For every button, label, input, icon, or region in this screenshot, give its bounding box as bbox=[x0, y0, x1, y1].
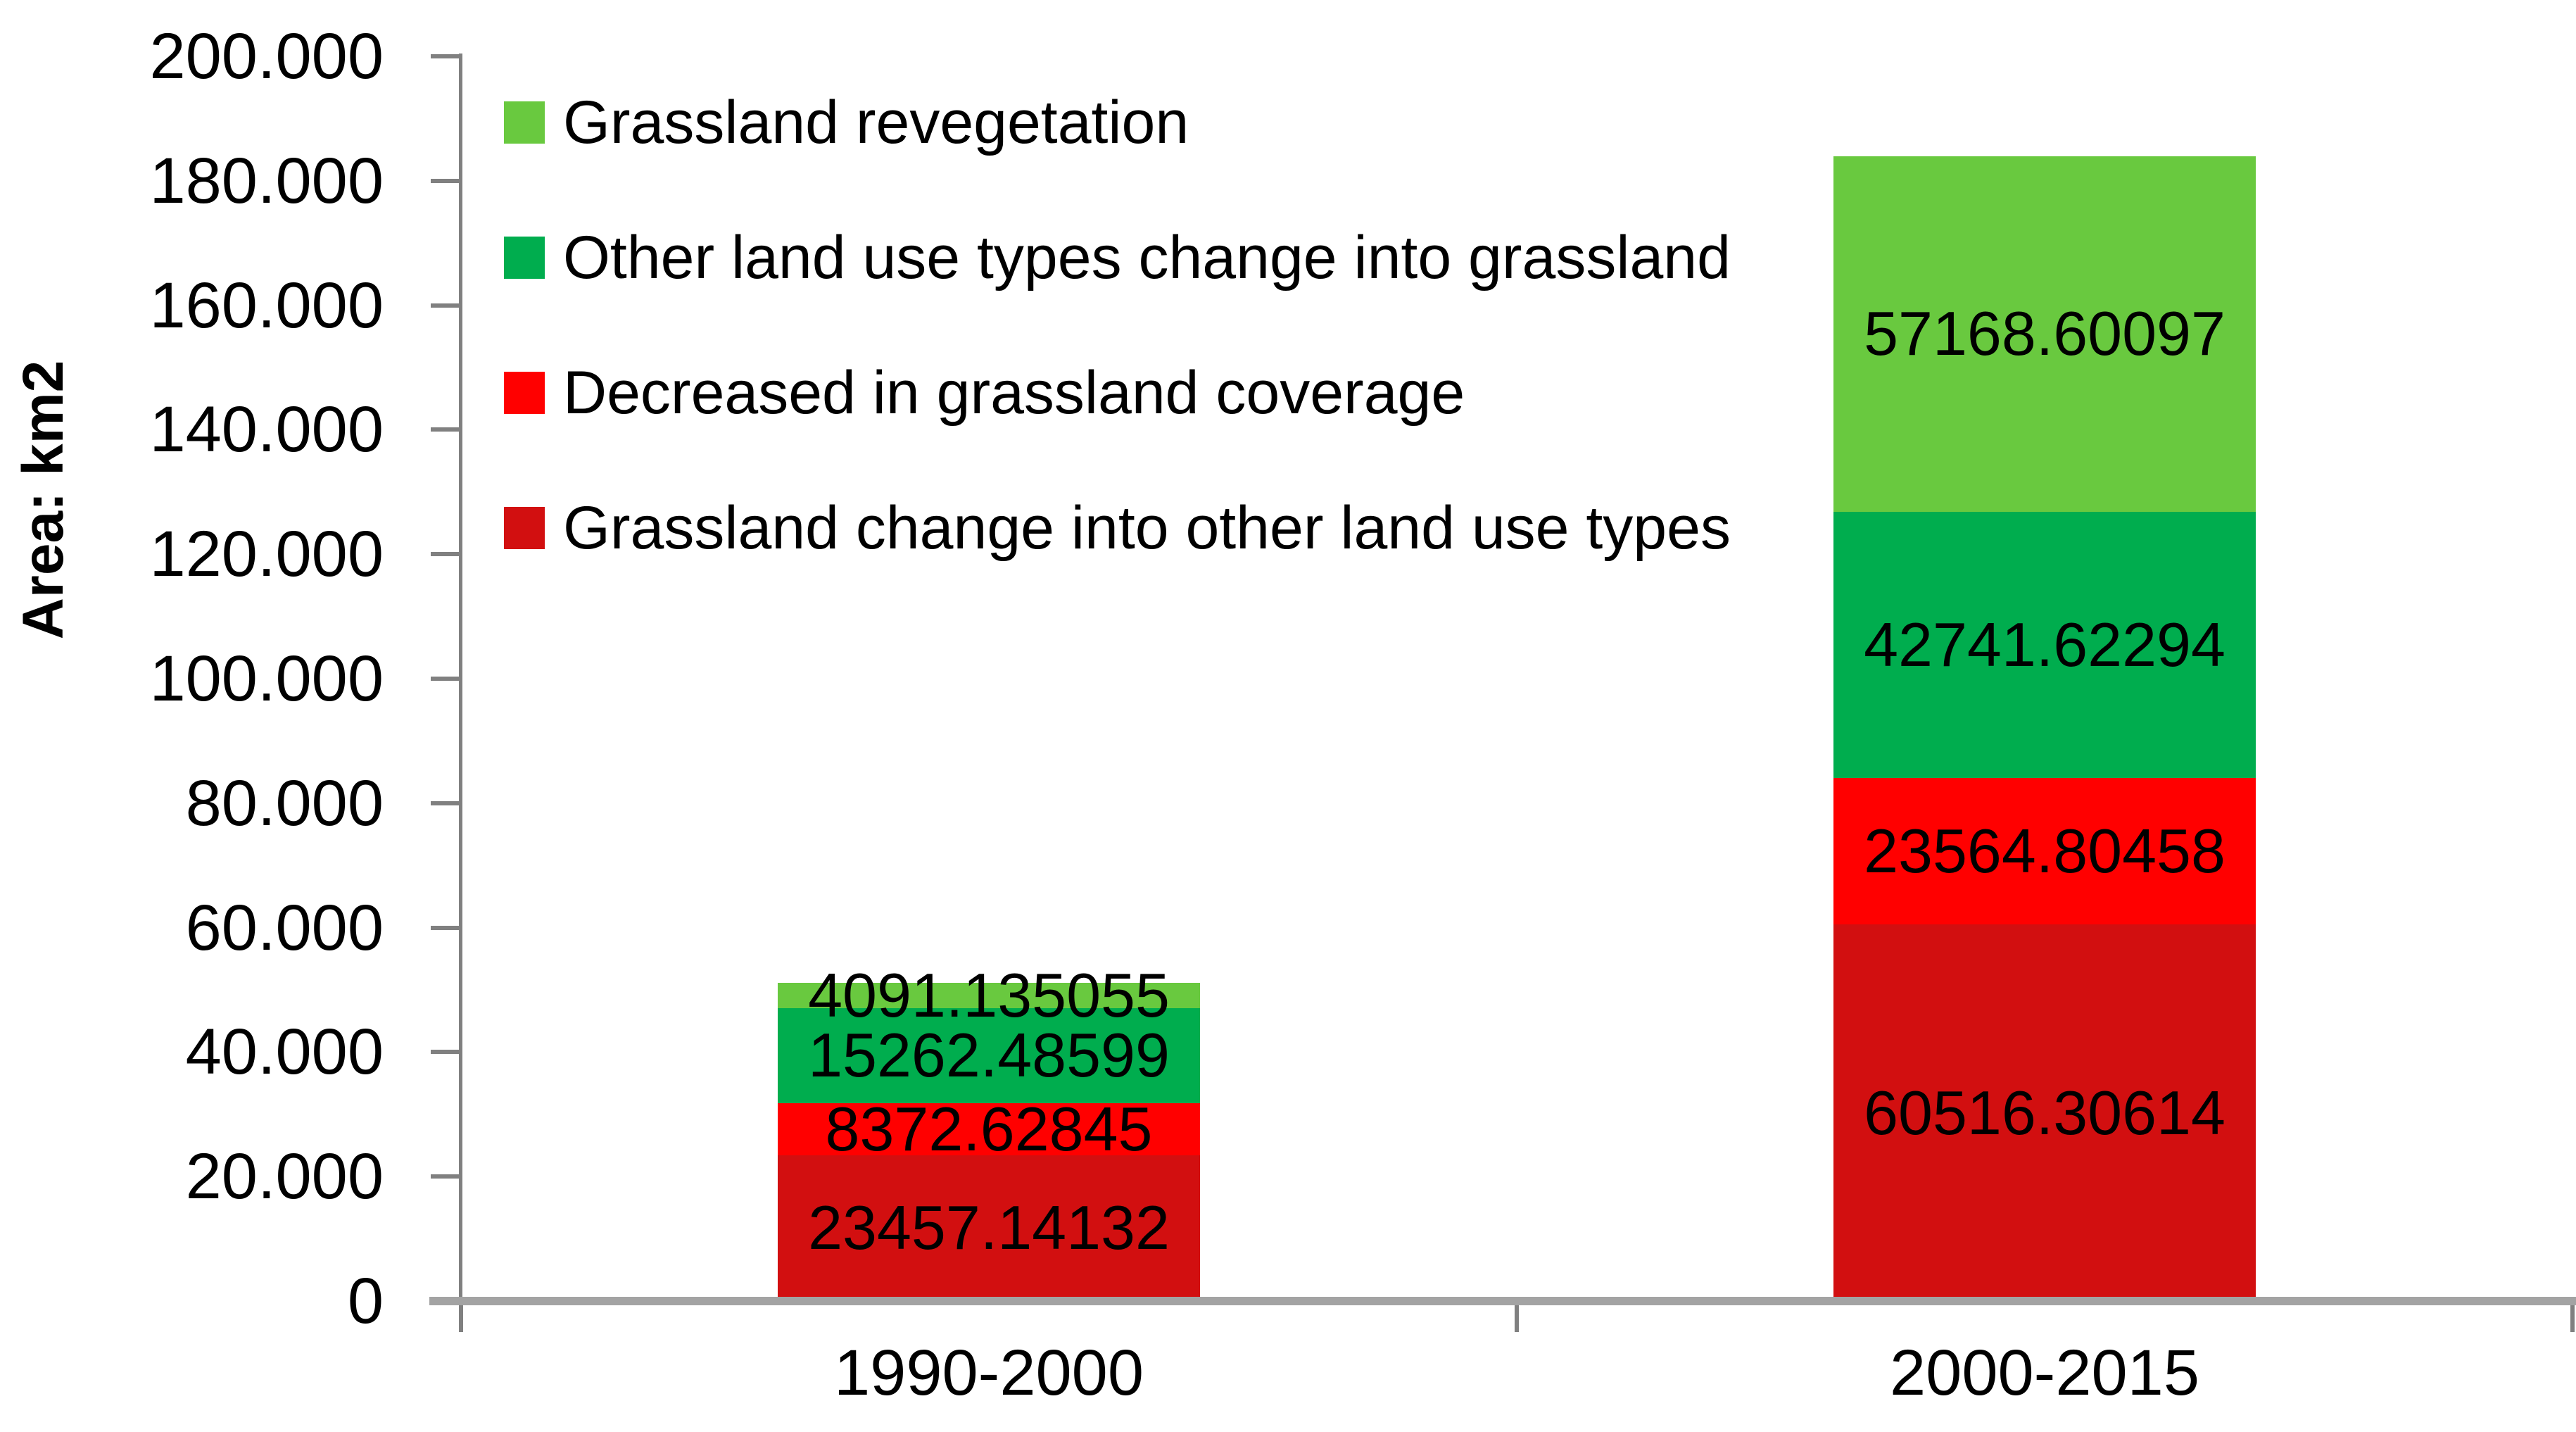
y-tick-mark bbox=[431, 800, 462, 805]
bar-2000-2015-segment-3 bbox=[1833, 156, 2256, 512]
y-tick-mark bbox=[431, 925, 462, 930]
x-axis-label-2000-2015: 2000-2015 bbox=[1890, 1337, 2199, 1409]
y-axis-line bbox=[459, 54, 462, 1307]
bar-1990-2000-label-2: 15262.48599 bbox=[808, 1020, 1170, 1091]
y-tick-mark bbox=[431, 1050, 462, 1055]
y-tick-label: 140.000 bbox=[149, 394, 384, 466]
y-tick-label: 120.000 bbox=[149, 518, 384, 591]
x-tick-mark bbox=[1515, 1304, 1519, 1332]
legend-label-0: Grassland change into other land use typ… bbox=[563, 494, 1731, 562]
bar-2000-2015-segment-0 bbox=[1833, 924, 2256, 1301]
legend-label-1: Decreased in grassland coverage bbox=[563, 359, 1465, 427]
y-tick-label: 20.000 bbox=[185, 1141, 384, 1213]
bar-1990-2000-segment-0 bbox=[778, 1155, 1200, 1301]
bar-1990-2000-segment-1 bbox=[778, 1103, 1200, 1155]
y-tick-mark bbox=[431, 552, 462, 557]
bar-1990-2000-segment-2 bbox=[778, 1007, 1200, 1103]
x-axis-label-1990-2000: 1990-2000 bbox=[834, 1337, 1144, 1409]
y-tick-mark bbox=[431, 677, 462, 681]
y-axis-title: Area: km2 bbox=[11, 360, 75, 640]
bar-2000-2015-segment-2 bbox=[1833, 511, 2256, 778]
y-tick-label: 0 bbox=[347, 1265, 384, 1337]
bar-2000-2015-segment-1 bbox=[1833, 777, 2256, 925]
bar-1990-2000-segment-3 bbox=[778, 982, 1200, 1008]
x-tick-mark bbox=[2570, 1304, 2575, 1332]
y-tick-mark bbox=[431, 54, 462, 58]
bar-2000-2015-label-1: 23564.80458 bbox=[1864, 815, 2225, 886]
bar-1990-2000-label-0: 23457.14132 bbox=[808, 1193, 1170, 1263]
x-axis-line bbox=[429, 1297, 2576, 1305]
legend-swatch-3 bbox=[504, 101, 545, 144]
y-tick-label: 200.000 bbox=[149, 20, 384, 92]
x-tick-mark bbox=[459, 1304, 463, 1332]
y-tick-mark bbox=[431, 303, 462, 308]
legend-swatch-0 bbox=[504, 507, 545, 549]
y-tick-label: 100.000 bbox=[149, 643, 384, 715]
bar-2000-2015-label-0: 60516.30614 bbox=[1864, 1077, 2225, 1148]
bar-1990-2000-label-1: 8372.62845 bbox=[825, 1093, 1153, 1164]
bar-2000-2015-label-3: 57168.60097 bbox=[1864, 299, 2225, 369]
y-tick-label: 80.000 bbox=[185, 767, 384, 839]
bar-2000-2015-label-2: 42741.62294 bbox=[1864, 609, 2225, 679]
y-tick-mark bbox=[431, 427, 462, 432]
y-tick-label: 60.000 bbox=[185, 891, 384, 964]
y-tick-label: 160.000 bbox=[149, 269, 384, 341]
y-tick-mark bbox=[431, 178, 462, 183]
y-tick-label: 180.000 bbox=[149, 144, 384, 217]
legend-swatch-1 bbox=[504, 372, 545, 414]
legend-label-3: Grassland revegetation bbox=[563, 89, 1189, 156]
y-tick-mark bbox=[431, 1174, 462, 1179]
legend-swatch-2 bbox=[504, 237, 545, 279]
legend-label-2: Other land use types change into grassla… bbox=[563, 224, 1731, 291]
bar-1990-2000-label-3: 4091.135055 bbox=[808, 960, 1170, 1030]
y-tick-label: 40.000 bbox=[185, 1016, 384, 1088]
